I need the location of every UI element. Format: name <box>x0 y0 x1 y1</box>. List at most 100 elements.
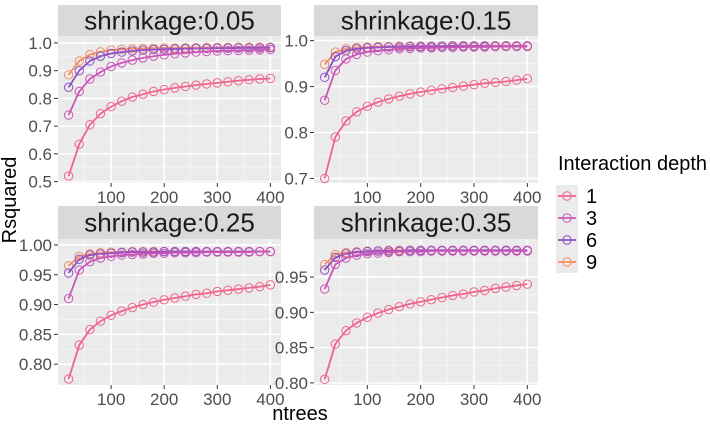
x-tick-label: 400 <box>256 188 284 207</box>
data-point <box>106 61 116 72</box>
data-point <box>180 291 191 301</box>
data-point <box>479 42 490 52</box>
series-depth-3 <box>319 246 533 294</box>
y-tick-label: 0.85 <box>19 325 52 344</box>
data-point <box>351 318 362 328</box>
data-point <box>501 76 511 87</box>
panel-2: shrinkage:0.15 100 200 300 400 0.7 0.8 0.9 1.0 <box>284 5 542 207</box>
legend-key-point <box>562 191 572 201</box>
legend-item-9: 9 <box>556 251 597 274</box>
data-point <box>458 81 469 91</box>
data-point <box>383 247 394 258</box>
data-point <box>244 247 254 257</box>
data-point <box>74 254 84 264</box>
x-tick-label: 400 <box>256 390 284 409</box>
data-point <box>394 302 405 312</box>
y-tick-label: 0.95 <box>275 268 308 287</box>
data-point <box>191 47 201 57</box>
y-tick-label: 0.9 <box>28 62 52 81</box>
data-point <box>63 110 74 120</box>
y-tick-label: 0.8 <box>28 89 52 108</box>
data-point <box>511 75 522 85</box>
data-point <box>233 43 244 53</box>
data-point <box>522 279 533 289</box>
data-point <box>191 289 201 300</box>
data-point <box>201 46 212 57</box>
data-point <box>201 247 212 257</box>
data-point <box>255 281 265 292</box>
y-tick-label: 0.8 <box>284 123 308 142</box>
data-point <box>383 94 394 104</box>
data-point <box>138 45 148 55</box>
data-point <box>330 51 341 62</box>
data-point <box>74 139 84 149</box>
data-point <box>180 48 191 58</box>
data-point <box>447 290 458 301</box>
data-point <box>469 79 479 90</box>
data-point <box>201 79 212 89</box>
data-point <box>265 246 276 257</box>
data-point <box>95 253 106 263</box>
data-point <box>319 59 330 70</box>
data-point <box>233 247 244 257</box>
data-point <box>255 45 265 55</box>
data-point <box>233 284 244 294</box>
data-point <box>63 268 74 278</box>
data-point <box>170 293 180 303</box>
data-point <box>437 292 447 303</box>
y-tick-label: 0.5 <box>28 173 52 192</box>
data-point <box>458 289 469 299</box>
data-point <box>138 299 148 310</box>
data-point <box>159 44 169 55</box>
panel-strip-title: shrinkage:0.25 <box>84 208 255 238</box>
data-point <box>63 293 74 304</box>
data-point <box>138 249 148 259</box>
x-tick-label: 300 <box>460 188 488 207</box>
data-point <box>351 250 362 260</box>
data-point <box>501 246 511 256</box>
data-point <box>362 47 373 57</box>
y-tick-label: 0.7 <box>284 169 308 188</box>
data-point <box>501 282 511 292</box>
data-point <box>255 246 265 257</box>
y-tick-label: 1.0 <box>284 32 308 51</box>
data-point <box>170 248 180 258</box>
data-point <box>447 246 458 256</box>
data-point <box>522 74 533 84</box>
data-point <box>383 45 394 55</box>
data-point <box>394 91 405 101</box>
x-tick-label: 200 <box>406 390 434 409</box>
data-point <box>148 297 159 307</box>
data-point <box>117 58 127 68</box>
data-point <box>127 44 138 54</box>
data-point <box>223 46 233 56</box>
data-point <box>244 43 254 53</box>
data-point <box>212 247 222 257</box>
data-point <box>106 102 116 112</box>
data-point <box>469 246 479 256</box>
data-point <box>127 46 138 56</box>
data-point <box>330 339 341 349</box>
data-point <box>405 299 415 309</box>
data-point <box>106 251 116 261</box>
y-axis-title: Rsquared <box>0 157 21 244</box>
data-point <box>117 306 127 316</box>
data-point <box>447 82 458 93</box>
data-point <box>223 77 233 87</box>
data-point <box>63 261 74 271</box>
data-point <box>415 87 426 97</box>
x-tick-label: 100 <box>97 188 125 207</box>
series-line <box>67 46 271 88</box>
series-depth-3 <box>319 41 533 106</box>
data-point <box>223 247 233 257</box>
data-point <box>351 247 362 258</box>
y-tick-label: 1.00 <box>19 236 52 255</box>
data-point <box>85 74 95 84</box>
data-point <box>383 304 394 315</box>
data-point <box>106 310 116 320</box>
data-point <box>405 43 415 54</box>
x-tick-label: 100 <box>353 188 381 207</box>
series-depth-1 <box>319 74 533 184</box>
data-point <box>63 82 74 93</box>
data-point <box>201 288 212 298</box>
